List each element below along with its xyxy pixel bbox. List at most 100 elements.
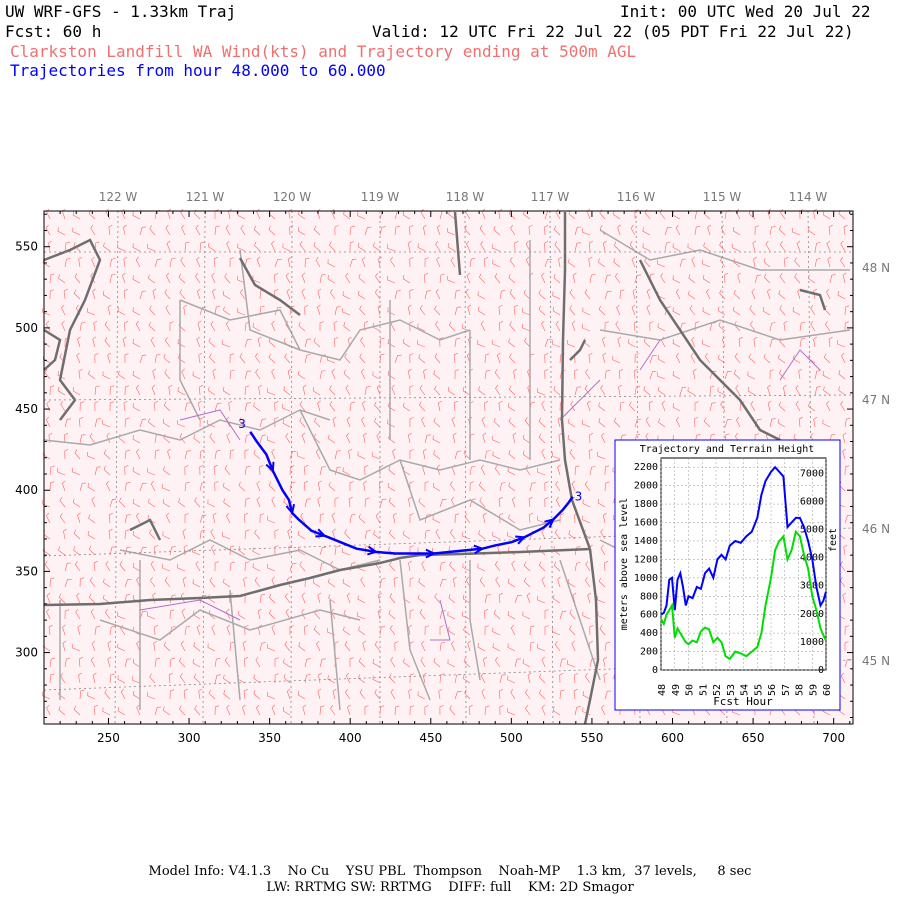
wind-barb (659, 209, 666, 220)
wind-barb (91, 496, 96, 508)
wind-barb (302, 704, 307, 716)
wind-barb (93, 704, 98, 716)
wind-barb (541, 704, 546, 716)
wind-barb (199, 465, 204, 476)
wind-barb (481, 688, 486, 700)
wind-barb (136, 704, 141, 716)
inset-right-tick: 0 (818, 665, 824, 676)
wind-barb (511, 496, 516, 508)
wind-barb (105, 560, 111, 572)
wind-barb (573, 688, 578, 700)
inset-left-tick: 2000 (634, 481, 658, 492)
wind-barb (645, 416, 651, 428)
wind-barb (644, 209, 651, 220)
wind-barb (844, 418, 851, 428)
wind-barb (750, 400, 756, 412)
wind-barb (387, 307, 396, 316)
wind-barb (312, 386, 321, 396)
wind-barb (597, 499, 606, 508)
wind-barb (544, 225, 549, 236)
wind-barb (402, 210, 411, 220)
wind-barb (447, 611, 456, 620)
wind-barb (453, 400, 458, 412)
wind-barb (767, 400, 772, 412)
wind-barb (165, 304, 171, 316)
trajectory-height-line (660, 465, 827, 616)
wind-barb (498, 496, 503, 508)
wind-barb (752, 240, 757, 252)
wind-barb (93, 560, 98, 572)
wind-barb (588, 256, 593, 268)
wind-barb (109, 546, 116, 556)
wind-barb (58, 274, 66, 284)
wind-barb (132, 211, 141, 220)
wind-barb (342, 578, 351, 588)
wind-barb (120, 624, 126, 636)
wind-barb (514, 241, 519, 252)
inset-left-tick: 600 (640, 610, 658, 621)
wind-barb (704, 353, 711, 364)
wind-barb (64, 449, 69, 460)
wind-barb (604, 561, 609, 572)
wind-barb (508, 273, 516, 284)
wind-barb (387, 370, 396, 380)
wind-barb (394, 225, 400, 236)
wind-barb (274, 529, 279, 540)
wind-barb (589, 658, 596, 668)
wind-barb (319, 274, 326, 284)
inset-x-tick: 57 (781, 684, 792, 696)
wind-barb (510, 224, 516, 236)
wind-barb (747, 386, 756, 396)
wind-barb (538, 545, 546, 556)
wind-barb (702, 259, 711, 268)
wind-barb (631, 304, 636, 316)
wind-barb (649, 321, 654, 332)
wind-barb (342, 308, 351, 316)
wind-barb (509, 321, 516, 332)
wind-barb (660, 272, 666, 284)
wind-barb (448, 210, 456, 220)
longitude-label: 121 W (186, 190, 225, 204)
wind-barb (179, 433, 186, 444)
wind-barb (706, 288, 711, 300)
latitude-labels: 48 N 47 N 46 N 45 N (862, 261, 890, 668)
wind-barb (558, 256, 563, 268)
wind-barb (469, 466, 476, 476)
wind-barb (162, 564, 171, 572)
wind-barb (717, 354, 726, 364)
wind-barb (267, 436, 276, 444)
wind-barb (613, 417, 621, 428)
wind-barb (287, 528, 292, 540)
wind-barb (840, 400, 846, 412)
wind-barb (432, 435, 441, 444)
wind-barb (153, 640, 158, 652)
wind-barb (499, 290, 506, 300)
wind-barb (124, 482, 131, 492)
wind-barb (195, 560, 201, 572)
wind-barb (482, 432, 487, 444)
wind-barb (407, 304, 412, 316)
wind-barb (298, 642, 306, 652)
wind-barb (167, 448, 171, 460)
wind-barb (45, 416, 51, 428)
wind-barb (162, 418, 171, 428)
wind-barb (421, 640, 426, 652)
wind-barb (604, 641, 611, 652)
wind-barb (57, 227, 66, 236)
wind-barb (495, 384, 501, 396)
wind-barb (600, 528, 606, 540)
wind-barb (223, 498, 231, 508)
wind-barb (769, 418, 776, 428)
inset-x-tick: 59 (808, 684, 819, 696)
wind-barb (499, 705, 504, 716)
wind-barb (492, 531, 501, 540)
wind-barb (494, 273, 501, 284)
wind-barb (492, 643, 501, 652)
wind-barb (454, 691, 462, 700)
wind-barb (604, 290, 612, 300)
wind-barb (418, 578, 426, 588)
wind-barb (402, 274, 411, 284)
wind-barb (94, 401, 99, 412)
wind-barb (842, 592, 847, 604)
wind-barb (643, 337, 651, 348)
